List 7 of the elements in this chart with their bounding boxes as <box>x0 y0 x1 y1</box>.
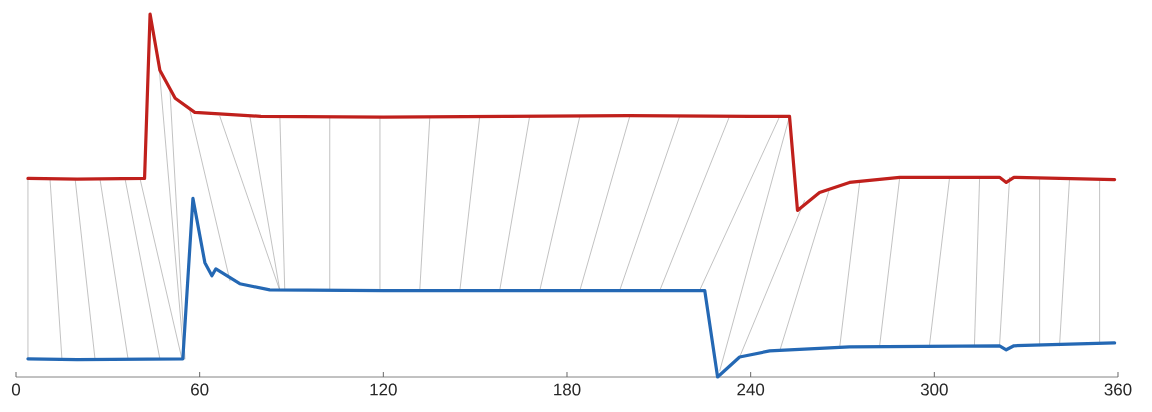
x-tick-label: 0 <box>11 383 21 396</box>
x-tick-label: 60 <box>191 383 209 396</box>
x-tick-label: 240 <box>737 383 765 396</box>
x-tick-label: 180 <box>554 383 581 396</box>
x-tick-label: 300 <box>920 383 948 396</box>
x-tick-label: 120 <box>370 383 397 396</box>
x-tick-label: 360 <box>1104 383 1132 396</box>
